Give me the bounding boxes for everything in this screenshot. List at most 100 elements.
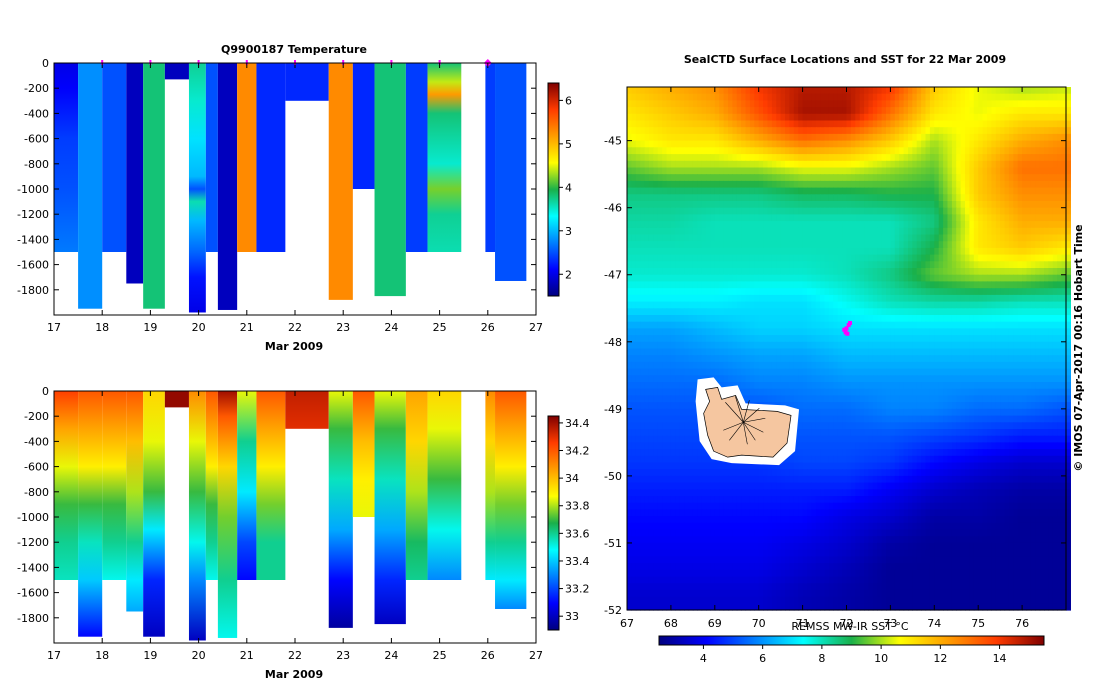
sst-cell xyxy=(763,335,769,343)
sst-cell xyxy=(965,268,970,276)
sst-cell xyxy=(798,93,804,101)
sst-cell xyxy=(749,288,755,296)
sst-cell xyxy=(1052,127,1058,135)
sst-cell xyxy=(916,341,922,350)
sst-cell xyxy=(710,341,716,350)
sst-cell xyxy=(1061,261,1067,269)
sst-cell xyxy=(1039,201,1045,209)
sst-cell xyxy=(728,274,733,282)
sst-cell xyxy=(754,221,760,229)
sst-cell xyxy=(776,321,782,329)
sst-cell xyxy=(732,281,738,289)
sst-cell xyxy=(886,308,891,316)
sst-cell xyxy=(749,375,755,383)
sst-cell xyxy=(916,147,922,155)
sst-cell xyxy=(947,348,953,356)
sst-cell xyxy=(837,221,843,229)
sst-cell xyxy=(635,328,641,336)
sst-cell xyxy=(1000,167,1006,175)
sst-cell xyxy=(925,361,931,370)
sst-cell xyxy=(798,167,804,175)
sst-cell xyxy=(745,328,751,336)
y-tick-label: -1400 xyxy=(17,233,49,246)
sst-cell xyxy=(842,167,848,175)
sst-cell xyxy=(723,247,729,256)
x-tick-label: 19 xyxy=(143,321,157,334)
sst-cell xyxy=(670,261,676,269)
sst-cell xyxy=(868,113,874,122)
sst-cell xyxy=(916,315,922,323)
sst-cell xyxy=(771,234,777,242)
sst-cell xyxy=(627,261,632,269)
sst-cell xyxy=(635,221,641,229)
sst-cell xyxy=(947,361,953,370)
sst-cell xyxy=(688,281,694,289)
sst-cell xyxy=(679,294,685,303)
sst-cell xyxy=(758,268,764,276)
sst-cell xyxy=(780,355,786,363)
sst-cell xyxy=(859,207,865,215)
sst-cell xyxy=(899,348,905,356)
sst-cell xyxy=(758,100,764,108)
sst-cell xyxy=(648,227,654,236)
sst-cell xyxy=(978,113,984,122)
sst-cell xyxy=(1026,247,1032,256)
sst-cell xyxy=(1004,361,1010,370)
sst-cell xyxy=(670,133,676,142)
sst-cell xyxy=(1008,368,1014,376)
sst-cell xyxy=(987,375,992,383)
sst-cell xyxy=(846,154,852,162)
sst-cell xyxy=(956,328,962,336)
sst-cell xyxy=(662,247,668,256)
sst-cell xyxy=(837,261,843,269)
sst-cell xyxy=(640,201,646,209)
sst-cell xyxy=(973,308,979,316)
sst-cell xyxy=(850,368,856,376)
sst-cell xyxy=(890,315,896,323)
sst-cell xyxy=(837,180,843,189)
sst-cell xyxy=(1057,107,1063,115)
sst-cell xyxy=(745,133,751,142)
sst-cell xyxy=(688,133,694,142)
sst-cell xyxy=(846,254,852,262)
sst-cell xyxy=(653,133,659,142)
sst-cell xyxy=(960,261,966,269)
sst-cell xyxy=(653,180,659,189)
sst-cell xyxy=(688,107,694,115)
sst-cell xyxy=(802,308,808,316)
sst-cell xyxy=(837,328,843,336)
sst-cell xyxy=(666,368,672,376)
sst-cell xyxy=(934,375,940,383)
sst-cell xyxy=(899,335,905,343)
sst-cell xyxy=(855,174,861,182)
sst-cell xyxy=(815,167,821,175)
sst-cell xyxy=(701,113,707,122)
sst-cell xyxy=(987,113,992,122)
sst-cell xyxy=(987,335,992,343)
sst-cell xyxy=(798,341,804,350)
sst-cell xyxy=(697,341,703,350)
sst-cell xyxy=(846,227,852,236)
sst-cell xyxy=(767,187,773,195)
sst-cell xyxy=(934,308,940,316)
sst-cell xyxy=(978,187,984,195)
sst-cell xyxy=(912,174,918,182)
sst-cell xyxy=(640,107,646,115)
sst-cell xyxy=(648,375,654,383)
sst-cell xyxy=(635,254,641,262)
sst-cell xyxy=(692,201,698,209)
sst-cell xyxy=(723,301,729,309)
sst-cell xyxy=(1035,247,1041,256)
sst-cell xyxy=(811,241,817,249)
sst-cell xyxy=(811,341,817,350)
sst-cell xyxy=(1044,361,1049,370)
sst-cell xyxy=(859,281,865,289)
sst-cell xyxy=(1017,341,1023,350)
sst-cell xyxy=(1052,100,1058,108)
sst-cell xyxy=(1039,247,1045,256)
salinity-x-axis: 17 18 19 20 21 22 23 24 25 26 27 xyxy=(47,391,543,662)
sst-cell xyxy=(973,254,979,262)
sst-cell xyxy=(763,207,769,215)
y-tick-label: 0 xyxy=(42,57,49,70)
sst-cell xyxy=(877,207,883,215)
